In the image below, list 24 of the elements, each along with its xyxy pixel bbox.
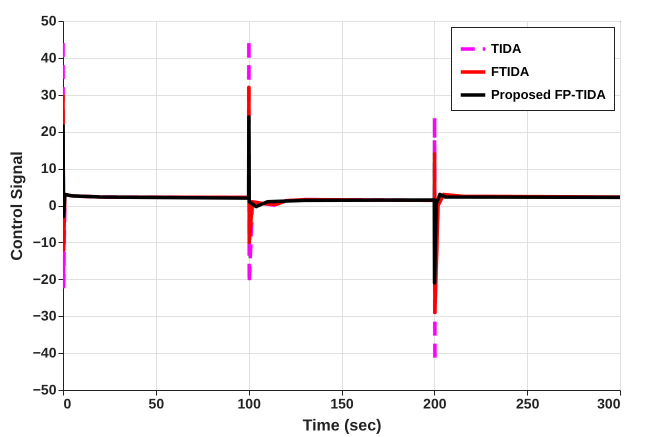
y-tick-label: −40: [32, 344, 57, 361]
y-tick-label: −10: [32, 234, 57, 250]
x-tick-label: 250: [516, 396, 540, 412]
y-tick-label: −20: [32, 270, 57, 287]
x-tick-label: 200: [423, 396, 447, 412]
y-tick-label: 0: [48, 197, 57, 213]
y-axis-title: Control Signal: [8, 151, 26, 261]
x-tick-label: 0: [64, 396, 72, 412]
legend-label: FTIDA: [491, 64, 530, 79]
y-tick-label: 40: [40, 49, 57, 66]
y-tick-label: 20: [40, 123, 57, 140]
y-tick-label: 30: [40, 86, 57, 102]
x-tick-label: 50: [148, 396, 164, 412]
x-tick-label: 150: [330, 396, 354, 412]
y-tick-label: −30: [32, 308, 57, 324]
legend-label: Proposed FP-TIDA: [491, 87, 606, 102]
y-tick-label: 10: [40, 160, 57, 176]
x-tick-label: 300: [597, 396, 621, 412]
x-tick-label: 100: [237, 396, 262, 412]
y-tick-label: 50: [40, 12, 57, 28]
y-tick-label: −50: [32, 382, 57, 398]
x-axis-title: Time (sec): [302, 418, 382, 434]
legend-label: TIDA: [491, 41, 522, 56]
line-series: [63, 115, 620, 285]
